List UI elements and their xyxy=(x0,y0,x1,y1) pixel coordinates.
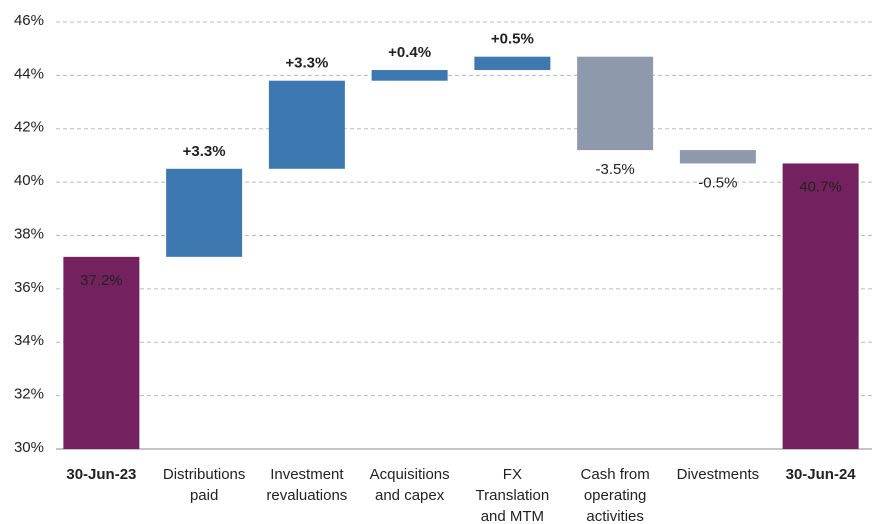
y-tick-label: 46% xyxy=(14,12,44,29)
x-tick-label: Divestments xyxy=(676,466,760,483)
y-tick-label: 42% xyxy=(14,119,44,136)
value-label: +3.3% xyxy=(285,55,328,72)
y-tick-label: 38% xyxy=(14,225,44,242)
y-tick-label: 36% xyxy=(14,279,44,296)
bar xyxy=(782,163,859,449)
x-tick-label: FX Translation and MTM derivatives xyxy=(475,466,550,524)
value-label: +0.5% xyxy=(491,31,534,48)
value-label: -3.5% xyxy=(596,161,635,178)
bar xyxy=(474,56,551,71)
x-tick-label: Distributions paid xyxy=(162,466,246,504)
bar xyxy=(63,256,140,449)
bar xyxy=(268,80,345,169)
y-tick-label: 40% xyxy=(14,172,44,189)
x-tick-label: Cash from operating activities xyxy=(580,466,650,524)
bar xyxy=(371,70,448,81)
bar xyxy=(577,56,654,151)
y-tick-label: 30% xyxy=(14,439,44,456)
value-label: +0.4% xyxy=(388,44,431,61)
value-label: 37.2% xyxy=(80,272,123,289)
x-tick-label: 30-Jun-24 xyxy=(785,466,856,483)
y-tick-label: 34% xyxy=(14,332,44,349)
value-label: 40.7% xyxy=(799,178,842,195)
value-label: +3.3% xyxy=(183,143,226,160)
x-tick-label: Acquisitions and capex xyxy=(369,466,450,504)
y-tick-label: 44% xyxy=(14,65,44,82)
value-label: -0.5% xyxy=(698,174,737,191)
bar xyxy=(166,168,243,257)
bar xyxy=(679,150,756,164)
y-tick-label: 32% xyxy=(14,386,44,403)
x-tick-label: Investment revaluations xyxy=(266,466,348,504)
x-tick-label: 30-Jun-23 xyxy=(66,466,137,483)
